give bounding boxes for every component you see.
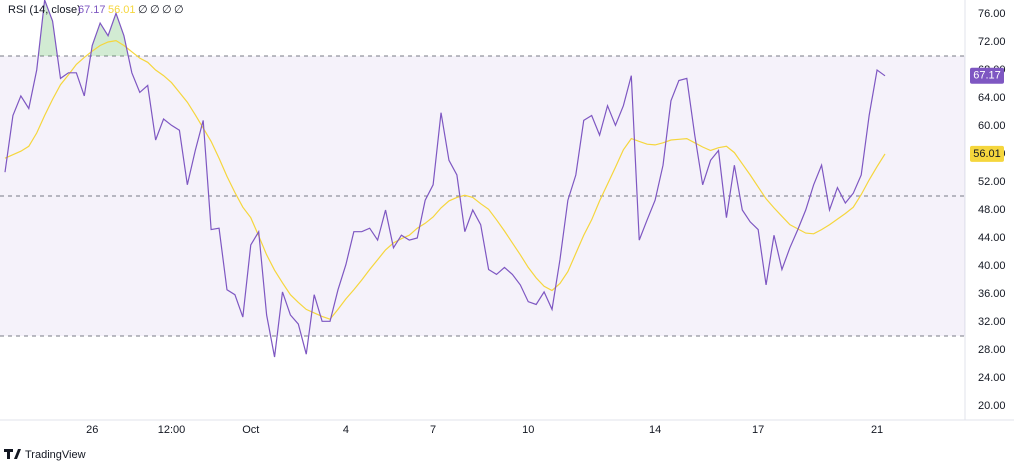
x-tick-label: 26 [86, 424, 98, 436]
y-tick-label: 36.00 [978, 288, 1006, 300]
x-tick-label: 4 [343, 424, 349, 436]
y-tick-label: 72.00 [978, 36, 1006, 48]
last-value-label: 67.17 [973, 70, 1001, 82]
legend-value: 67.17 [78, 4, 106, 16]
x-tick-label: 17 [752, 424, 764, 436]
last-value-badge [970, 67, 1004, 84]
watermark-text: TradingView [25, 449, 86, 461]
legend-extra: ∅ [174, 4, 184, 16]
y-tick-label: 48.00 [978, 204, 1006, 216]
plot [0, 0, 965, 358]
y-tick-label: 60.00 [978, 120, 1006, 132]
y-tick-label: 64.00 [978, 92, 1006, 104]
legend-title: RSI (14, close) [8, 4, 81, 16]
y-tick-label: 40.00 [978, 260, 1006, 272]
legend-value: 56.01 [108, 4, 136, 16]
y-tick-label: 20.00 [978, 400, 1006, 412]
rsi-ma-line [4, 39, 886, 320]
y-tick-label: 76.00 [978, 8, 1006, 20]
x-tick-label: 21 [871, 424, 883, 436]
watermark: TradingView [4, 449, 86, 461]
rsi-line [4, 0, 886, 358]
last-value-badge [970, 145, 1004, 162]
legend-extra: ∅ [150, 4, 160, 16]
legend-extra: ∅ [162, 4, 172, 16]
y-tick-label: 52.00 [978, 176, 1006, 188]
legend-extra: ∅ [138, 4, 148, 16]
x-tick-label: 7 [430, 424, 436, 436]
x-tick-label: Oct [242, 424, 259, 436]
y-tick-label: 44.00 [978, 232, 1006, 244]
last-value-label: 56.01 [973, 148, 1001, 160]
x-tick-label: 12:00 [158, 424, 186, 436]
y-tick-label: 32.00 [978, 316, 1006, 328]
x-tick-label: 10 [522, 424, 534, 436]
y-tick-label: 24.00 [978, 372, 1006, 384]
logo [4, 449, 21, 459]
y-tick-label: 28.00 [978, 344, 1006, 356]
x-tick-label: 14 [649, 424, 661, 436]
